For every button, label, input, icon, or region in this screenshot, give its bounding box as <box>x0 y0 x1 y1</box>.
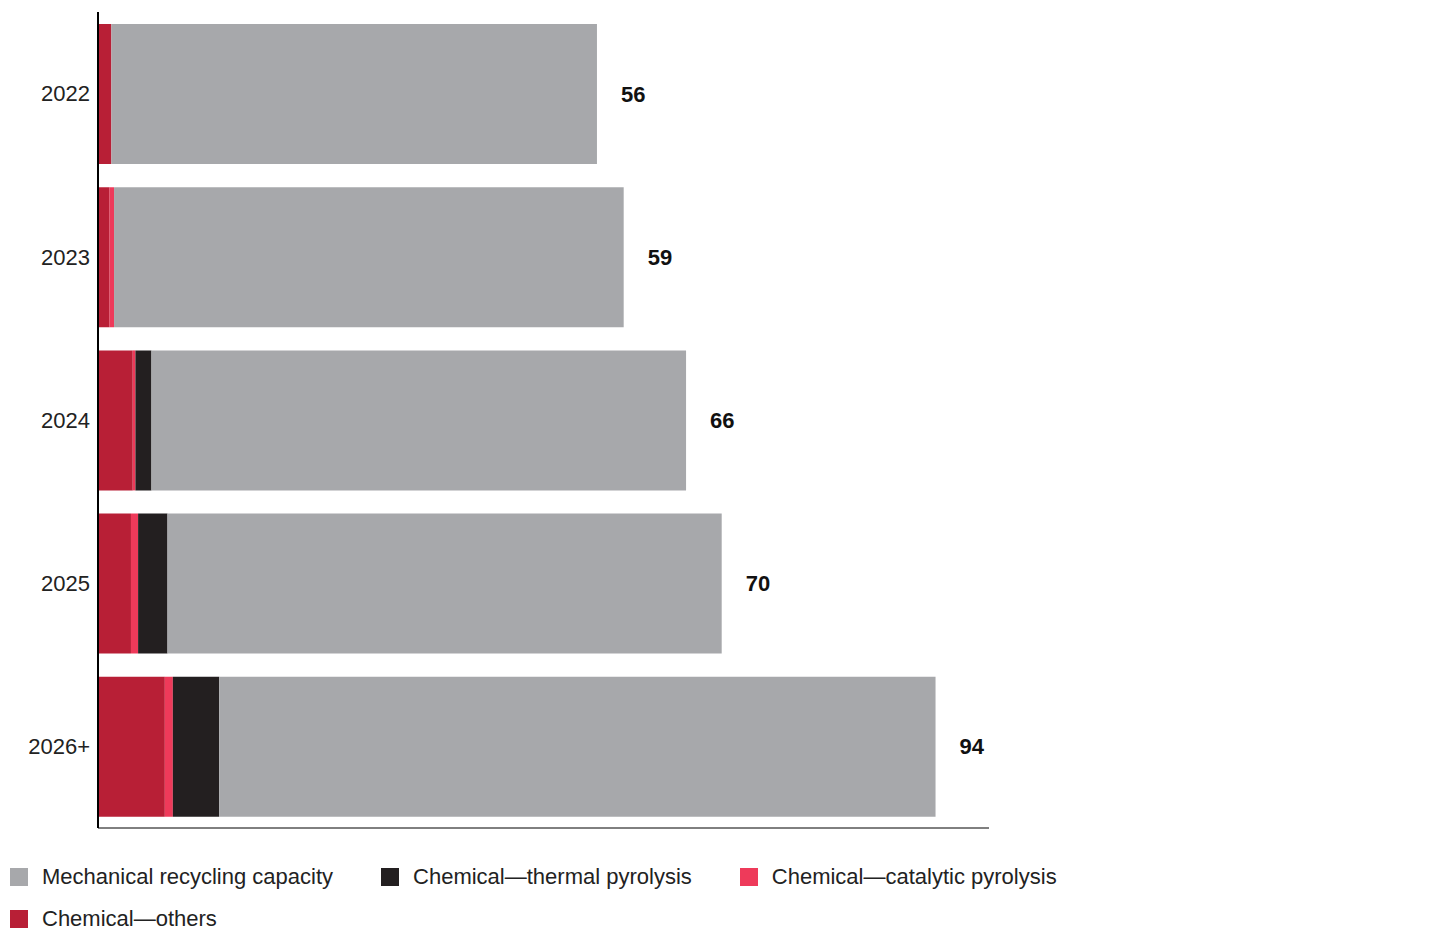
svg-text:70: 70 <box>746 571 770 596</box>
svg-text:2024: 2024 <box>41 408 90 433</box>
svg-text:2023: 2023 <box>41 245 90 270</box>
svg-text:59: 59 <box>648 245 672 270</box>
svg-text:94: 94 <box>960 734 985 759</box>
svg-text:2025: 2025 <box>41 571 90 596</box>
html-text:Mechanical recycling capacity: Mechanical recycling capacity <box>42 864 333 889</box>
html-text:Chemical—others: Chemical—others <box>42 906 217 931</box>
svg-text:56: 56 <box>621 82 645 107</box>
svg-text:2026+: 2026+ <box>28 734 90 759</box>
svg-text:66: 66 <box>710 408 734 433</box>
html-text:Chemical—thermal pyrolysis: Chemical—thermal pyrolysis <box>413 864 692 889</box>
html-text:Chemical—catalytic pyrolysis: Chemical—catalytic pyrolysis <box>771 864 1057 889</box>
svg-text:2022: 2022 <box>41 81 90 106</box>
